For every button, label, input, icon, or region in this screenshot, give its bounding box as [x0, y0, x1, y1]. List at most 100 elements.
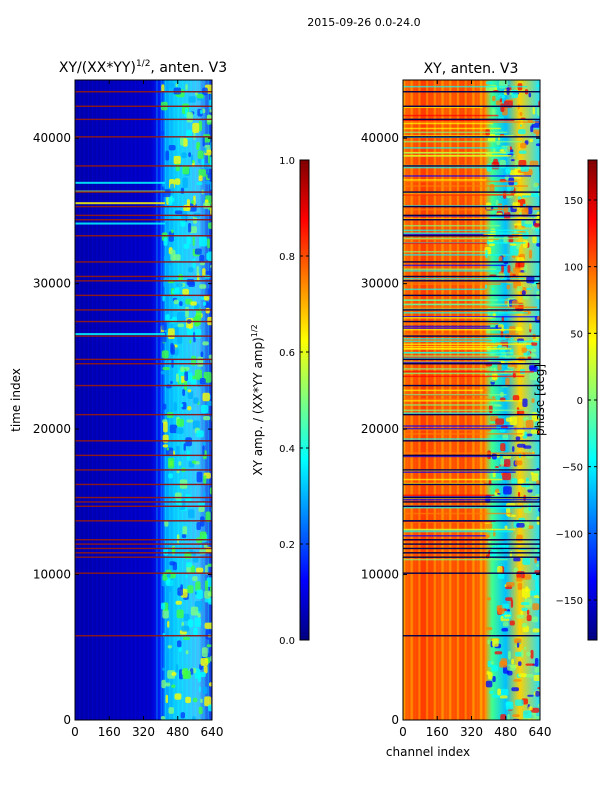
colorbar-tick-label: −50 — [562, 463, 583, 474]
phase-blotch — [495, 488, 500, 493]
amp-bright-band — [75, 333, 165, 336]
phase-row-streak — [403, 229, 529, 232]
phase-blotch — [505, 417, 513, 422]
phase-row-streak — [403, 528, 516, 531]
phase-blotch — [536, 243, 540, 247]
amp-blotch — [175, 427, 184, 434]
phase-blotch — [526, 344, 534, 350]
amp-blotch — [203, 475, 207, 484]
phase-row-streak — [403, 233, 484, 236]
phase-blotch — [535, 716, 540, 720]
amp-blotch — [187, 389, 192, 393]
amp-blotch — [161, 602, 166, 610]
amp-blotch — [203, 416, 211, 421]
phase-blotch — [505, 377, 510, 387]
phase-blotch — [535, 586, 540, 593]
phase-row-streak — [403, 348, 512, 350]
amp-blotch — [203, 295, 210, 301]
amp-blotch — [196, 141, 201, 148]
amp-blotch — [178, 461, 182, 466]
phase-blotch — [516, 571, 525, 579]
phase-row-streak — [403, 512, 512, 515]
phase-blotch — [532, 235, 537, 244]
phase-blotch — [513, 267, 521, 273]
phase-blotch — [525, 586, 529, 593]
phase-blotch — [502, 603, 510, 609]
phase-flagged-row — [403, 496, 540, 499]
amp-blotch — [192, 258, 196, 269]
x-tick-label: 0 — [71, 725, 79, 739]
amplitude-colorbar-label: XY amp. / (XX*YY amp)1/2 — [250, 324, 265, 475]
phase-row-streak — [403, 106, 484, 108]
amp-blotch — [172, 289, 180, 294]
amp-channel-stripe — [199, 80, 201, 720]
phase-flagged-row — [403, 136, 540, 138]
amp-blotch — [203, 665, 208, 674]
phase-flagged-row — [403, 552, 540, 554]
phase-blotch — [521, 607, 528, 612]
amp-blotch — [190, 565, 195, 574]
phase-blotch — [513, 181, 518, 186]
amp-blotch — [168, 145, 176, 151]
phase-flagged-row — [403, 556, 540, 558]
phase-blotch — [506, 502, 516, 507]
amplitude-panel-title: XY/(XX*YY)1/2, anten. V3 — [59, 59, 227, 76]
phase-blotch — [532, 603, 540, 611]
phase-blotch — [537, 703, 540, 708]
amp-blotch — [168, 195, 173, 206]
phase-blotch — [521, 290, 526, 296]
phase-blotch — [515, 651, 523, 657]
y-tick-label: 40000 — [33, 131, 71, 145]
phase-flagged-row — [403, 469, 540, 471]
amp-blotch — [200, 351, 204, 358]
amp-blotch — [174, 492, 182, 500]
phase-blotch — [492, 676, 496, 683]
amp-blotch — [199, 543, 202, 549]
amp-blotch — [176, 311, 185, 322]
amp-channel-stripe — [83, 80, 85, 720]
phase-blotch — [489, 690, 494, 694]
x-tick-label: 0 — [399, 725, 407, 739]
phase-blotch — [500, 103, 505, 112]
phase-blotch — [532, 107, 536, 115]
phase-blotch — [508, 651, 511, 660]
phase-blotch — [517, 582, 523, 590]
amp-flagged-row — [75, 440, 212, 442]
amp-blotch — [174, 347, 179, 356]
phase-row-streak — [403, 154, 512, 157]
amp-blotch — [174, 693, 182, 700]
phase-row-streak — [403, 127, 501, 130]
amp-blotch — [165, 150, 170, 161]
phase-colorbar: −150 −100 −50 0 50 100 150 phase [deg] — [533, 159, 598, 641]
amp-blotch — [176, 470, 180, 474]
phase-flagged-row — [403, 91, 540, 93]
amp-flagged-row — [75, 214, 212, 217]
phase-blotch — [528, 503, 531, 512]
phase-blotch — [528, 706, 533, 711]
phase-blotch — [518, 159, 527, 167]
amp-blotch — [191, 200, 195, 205]
phase-flagged-row — [403, 214, 540, 217]
phase-flagged-row — [403, 543, 540, 545]
phase-blotch — [507, 514, 517, 518]
amp-blotch — [185, 574, 188, 579]
colorbar-tick-label: −100 — [556, 529, 583, 540]
amp-blotch — [187, 619, 194, 628]
phase-row-streak — [403, 135, 514, 137]
amp-blotch — [181, 625, 190, 632]
amp-channel-stripe — [96, 80, 98, 720]
amp-blotch — [170, 380, 173, 385]
amp-flagged-row — [75, 363, 212, 365]
amp-channel-stripe — [126, 80, 128, 720]
amp-channel-stripe — [79, 80, 81, 720]
amp-blotch — [180, 366, 185, 373]
amp-blotch — [185, 696, 191, 704]
phase-row-streak — [403, 361, 501, 364]
amp-blotch — [173, 402, 177, 412]
amp-blotch — [203, 544, 208, 549]
phase-row-streak — [403, 351, 502, 354]
phase-blotch — [512, 395, 520, 402]
phase-blotch — [511, 255, 516, 258]
phase-blotch — [536, 564, 539, 567]
phase-blotch — [518, 517, 526, 523]
